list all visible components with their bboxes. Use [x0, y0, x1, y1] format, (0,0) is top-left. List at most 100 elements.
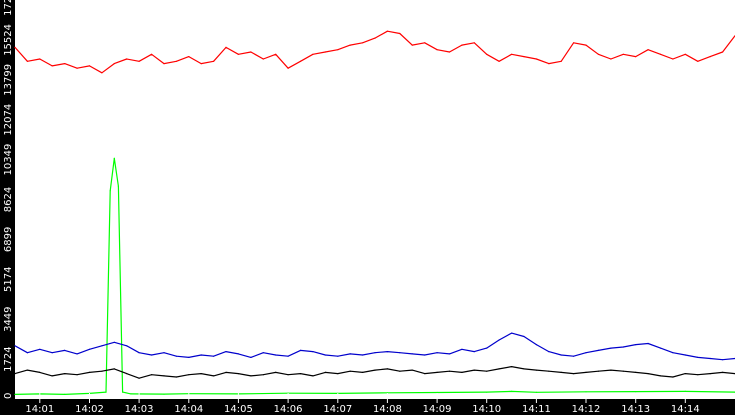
series-4-point-49	[610, 369, 612, 371]
series-1-point-25	[312, 53, 314, 55]
x-tick-label-14:05: 14:05	[224, 404, 253, 415]
series-1-point-21	[262, 58, 264, 60]
x-axis: 14:01 14:02 14:03 14:04 14:05 14:06 14:07 14:08…	[25, 393, 700, 415]
series-4-point-11	[138, 377, 140, 379]
series-2-point-9	[122, 391, 124, 393]
series-1-point-24	[299, 60, 302, 62]
series-1-point-57	[709, 56, 711, 58]
series-4-point-12	[151, 374, 153, 376]
series-3-point-55	[684, 354, 686, 356]
series-3-point-32	[399, 352, 401, 354]
series-1-point-37	[461, 44, 463, 46]
y-tick-label-15524: 15524	[3, 24, 14, 56]
y-tick-label-12074: 12074	[3, 104, 14, 136]
series-4-point-4	[51, 375, 53, 377]
series-1-point-38	[473, 42, 475, 44]
series-1-point-10	[126, 58, 128, 60]
series-4-point-24	[299, 373, 302, 375]
y-tick-label-0: 0	[3, 393, 14, 399]
series-1-point-2	[26, 60, 28, 62]
series-3-point-37	[461, 348, 463, 350]
series-3-point-26	[324, 354, 326, 356]
series-1-point-56	[697, 60, 699, 62]
series-4-point-42	[523, 368, 525, 370]
series-3-point-53	[659, 347, 662, 349]
series-1-point-8	[101, 72, 103, 74]
x-tick-label-14:08: 14:08	[373, 404, 402, 415]
series-2-point-17	[436, 391, 438, 394]
series-4-point-29	[362, 371, 364, 373]
series-3-point-38	[473, 351, 475, 353]
series-3-point-39	[486, 347, 488, 349]
series-3-point-51	[635, 344, 637, 346]
series-1-point-43	[535, 58, 538, 60]
series-3-point-4	[51, 352, 53, 354]
y-tick-label-1724: 1724	[3, 346, 14, 371]
series-4-point-34	[424, 373, 426, 375]
series-4-point-45	[560, 371, 562, 373]
series-4-point-13	[163, 375, 165, 377]
series-2-point-18	[486, 391, 488, 393]
y-tick-label-13799: 13799	[3, 64, 14, 96]
series-3-point-52	[647, 342, 649, 345]
series-3-point-13	[163, 352, 165, 354]
series-2-point-1	[14, 393, 16, 395]
series-1-point-35	[436, 49, 438, 51]
series-3-point-43	[535, 344, 538, 346]
series-4-point-58	[722, 371, 724, 373]
series-2-point-21	[585, 391, 587, 393]
series-2-point-7	[113, 157, 115, 159]
series-1-point-20	[250, 51, 252, 53]
series-3-point-7	[88, 348, 91, 350]
series-3-point-30	[374, 352, 376, 354]
series-4-point-46	[573, 373, 575, 375]
series-3-point-20	[250, 356, 252, 358]
series-3-point-25	[312, 351, 314, 353]
series-2-point-11	[163, 393, 165, 395]
series-1-point-14	[175, 60, 177, 62]
plot-area	[15, 0, 735, 399]
y-tick-label-6899: 6899	[3, 227, 14, 252]
series-4-point-27	[337, 373, 339, 375]
series-1-point-13	[163, 63, 165, 65]
series-4-point-9	[113, 368, 115, 370]
series-3-point-35	[436, 352, 438, 354]
series-1-point-39	[486, 53, 488, 55]
series-3-point-22	[275, 354, 277, 356]
series-4-point-28	[349, 370, 351, 372]
series-4-point-18	[225, 371, 227, 373]
series-4-point-25	[312, 375, 314, 377]
series-1-point-54	[672, 58, 674, 60]
x-tick-label-14:01: 14:01	[25, 404, 54, 415]
series-4-point-5	[64, 373, 66, 375]
y-tick-label-17249: 17249	[3, 0, 14, 16]
series-3-point-3	[39, 348, 41, 350]
series-1-point-55	[684, 53, 686, 55]
series-1-point-15	[188, 56, 190, 58]
series-3-point-10	[126, 345, 128, 347]
series-3-point-9	[113, 341, 115, 343]
series-1-point-30	[374, 37, 376, 39]
series-4-point-35	[436, 371, 438, 373]
series-1-point-22	[275, 53, 277, 55]
series-4-point-6	[76, 374, 78, 376]
series-2-point-23	[684, 390, 686, 392]
series-1-point-40	[498, 60, 500, 62]
series-2-point-19	[511, 390, 513, 392]
series-2-point-5	[105, 391, 107, 393]
series-3-point-5	[64, 349, 66, 351]
series-3-point-2	[26, 352, 28, 354]
series-4-point-32	[399, 370, 401, 372]
series-3-point-6	[76, 353, 78, 355]
series-3-point-57	[709, 357, 711, 360]
series-4-point-57	[709, 373, 711, 375]
series-4-point-52	[647, 373, 649, 375]
y-tick-label-10349: 10349	[3, 144, 14, 176]
series-3-point-1	[14, 345, 16, 347]
x-tick-label-14:14: 14:14	[671, 404, 700, 415]
series-4-point-23	[287, 374, 289, 376]
series-3-point-8	[101, 345, 103, 347]
series-2-point-3	[64, 393, 66, 395]
series-1-point-18	[225, 46, 227, 49]
